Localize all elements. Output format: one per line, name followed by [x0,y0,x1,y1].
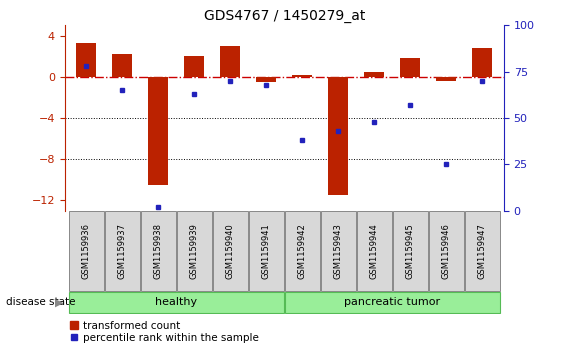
FancyBboxPatch shape [213,211,248,291]
Text: GSM1159938: GSM1159938 [154,223,163,280]
Bar [149,77,168,185]
Bar [256,77,276,82]
Text: healthy: healthy [155,297,198,307]
FancyBboxPatch shape [141,211,176,291]
Text: GSM1159939: GSM1159939 [190,224,199,279]
Bar [292,75,312,77]
FancyBboxPatch shape [465,211,499,291]
FancyBboxPatch shape [321,211,356,291]
Legend: transformed count, percentile rank within the sample: transformed count, percentile rank withi… [70,321,260,343]
Text: GSM1159946: GSM1159946 [442,224,451,279]
FancyBboxPatch shape [69,211,104,291]
FancyBboxPatch shape [249,211,284,291]
Text: GSM1159944: GSM1159944 [370,224,379,279]
Bar [436,77,456,81]
Text: GSM1159943: GSM1159943 [334,224,343,279]
Text: disease state: disease state [6,297,75,307]
Bar [113,54,132,77]
Text: GSM1159942: GSM1159942 [298,224,307,279]
FancyBboxPatch shape [393,211,427,291]
Text: ▶: ▶ [55,297,64,307]
Text: GSM1159940: GSM1159940 [226,224,235,279]
Bar [185,56,204,77]
Text: pancreatic tumor: pancreatic tumor [344,297,440,307]
Text: GSM1159947: GSM1159947 [478,224,487,279]
Bar [77,43,96,77]
Bar [221,46,240,77]
FancyBboxPatch shape [177,211,212,291]
Bar [400,58,420,77]
FancyBboxPatch shape [105,211,140,291]
Text: GSM1159941: GSM1159941 [262,224,271,279]
Text: GSM1159937: GSM1159937 [118,223,127,280]
Bar [472,48,492,77]
Title: GDS4767 / 1450279_at: GDS4767 / 1450279_at [204,9,365,23]
FancyBboxPatch shape [69,291,284,313]
Bar [328,77,348,195]
FancyBboxPatch shape [357,211,392,291]
Bar [364,72,384,77]
Text: GSM1159945: GSM1159945 [406,224,415,279]
FancyBboxPatch shape [285,211,320,291]
FancyBboxPatch shape [285,291,499,313]
FancyBboxPatch shape [429,211,463,291]
Text: GSM1159936: GSM1159936 [82,223,91,280]
